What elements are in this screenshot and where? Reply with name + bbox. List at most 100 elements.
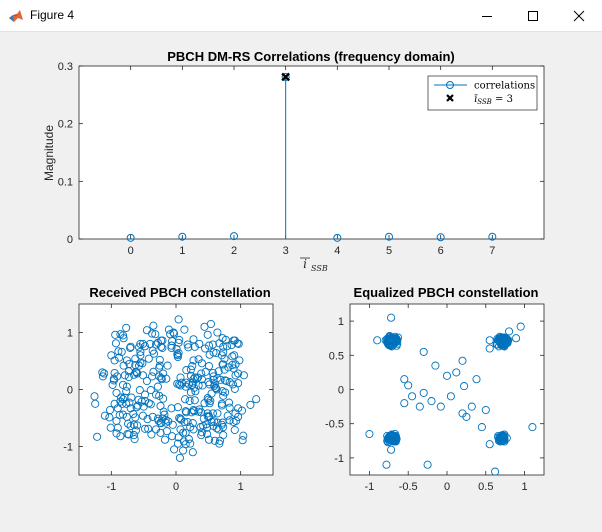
- constellation-point: [100, 411, 109, 420]
- constellation-point: [131, 413, 140, 422]
- x-tick-label: 6: [438, 245, 444, 257]
- matlab-logo-icon: [9, 10, 23, 22]
- constellation-point: [419, 347, 428, 356]
- constellation-point: [239, 371, 248, 380]
- constellation-point: [498, 434, 507, 443]
- constellation-point: [153, 338, 162, 347]
- constellation-point: [126, 342, 135, 351]
- constellation-point: [189, 335, 198, 344]
- constellation-point: [126, 421, 135, 431]
- constellation-point: [431, 361, 440, 370]
- x-tick-label: 0.5: [478, 481, 493, 493]
- constellation-point: [491, 467, 500, 476]
- constellation-point: [223, 411, 232, 420]
- y-tick-label: -0.5: [325, 419, 344, 431]
- x-tick-label: 1: [238, 481, 244, 493]
- constellation-point: [230, 351, 239, 360]
- constellation-point: [135, 386, 144, 395]
- constellation-point: [125, 398, 134, 407]
- legend-marker-icon: [446, 81, 454, 89]
- constellation-point: [183, 340, 192, 349]
- constellation-point: [218, 418, 227, 427]
- constellation-point: [229, 417, 238, 427]
- constellation-point: [192, 374, 201, 383]
- constellation-point: [188, 448, 197, 457]
- constellation-point: [219, 431, 228, 440]
- close-button[interactable]: [556, 0, 602, 31]
- stem-marker: [178, 232, 187, 241]
- constellation-point: [493, 340, 502, 349]
- y-tick-label: 0.1: [58, 176, 73, 188]
- constellation-point: [175, 413, 184, 423]
- constellation-point: [234, 404, 243, 413]
- stem-marker: [126, 233, 135, 242]
- constellation-point: [167, 343, 176, 352]
- constellation-point: [408, 392, 417, 401]
- constellation-point: [365, 429, 374, 439]
- constellation-point: [184, 380, 193, 389]
- svg-text:i: i: [303, 257, 307, 271]
- constellation-point: [223, 342, 232, 351]
- constellation-point: [182, 408, 191, 417]
- minimize-button[interactable]: [464, 0, 510, 31]
- stem-marker: [488, 232, 497, 241]
- x-tick-label: 7: [489, 245, 495, 257]
- constellation-point: [189, 356, 198, 365]
- constellation-point: [206, 396, 215, 405]
- constellation-point: [499, 336, 508, 345]
- constellation-point: [516, 322, 525, 331]
- constellation-point: [485, 440, 494, 449]
- x-tick-label: 0: [128, 245, 134, 257]
- constellation-point: [149, 349, 159, 358]
- constellation-point: [173, 439, 182, 448]
- constellation-point: [176, 381, 185, 390]
- maximize-button[interactable]: [510, 0, 556, 31]
- constellation-point: [133, 421, 142, 430]
- constellation-point: [151, 340, 161, 349]
- constellation-point: [147, 430, 156, 439]
- constellation-point: [188, 380, 197, 389]
- constellation-point: [135, 361, 144, 370]
- constellation-point: [442, 371, 452, 380]
- constellation-point: [122, 323, 131, 332]
- constellation-point: [189, 375, 198, 384]
- x-tick-label: -1: [365, 481, 375, 493]
- x-tick-label: -0.5: [399, 481, 418, 493]
- constellation-point: [252, 395, 261, 404]
- constellation-point: [170, 445, 179, 454]
- window-title: Figure 4: [30, 8, 75, 22]
- constellation-point: [111, 330, 120, 339]
- constellation-point: [230, 336, 239, 345]
- constellation-point: [392, 335, 401, 344]
- y-tick-label: 0: [67, 385, 73, 397]
- constellation-point: [151, 330, 160, 339]
- constellation-point: [181, 407, 190, 416]
- x-tick-label: 1: [522, 481, 528, 493]
- constellation-point: [146, 386, 155, 395]
- constellation-point: [189, 405, 198, 415]
- constellation-point: [131, 426, 140, 435]
- constellation-point: [140, 342, 150, 351]
- constellation-point: [234, 369, 243, 378]
- constellation-point: [190, 342, 199, 351]
- constellation-point: [122, 412, 131, 421]
- constellation-point: [195, 405, 204, 414]
- y-tick-label: 1: [67, 328, 73, 340]
- constellation-point: [209, 348, 218, 357]
- constellation-point: [215, 339, 224, 348]
- constellation-point: [239, 431, 248, 440]
- constellation-point: [225, 403, 234, 412]
- stem-marker: [230, 232, 238, 241]
- constellation-point: [203, 394, 212, 403]
- constellation-point: [202, 429, 212, 439]
- figure-canvas: 0 1 2 3 4 5 6 7 0 0.1 0.2 0.3 PBCH DM-RS Correlatio…: [0, 32, 602, 532]
- constellation-point: [186, 365, 195, 374]
- constellation-point: [155, 361, 164, 370]
- constellation-point: [156, 418, 165, 427]
- constellation-point: [228, 352, 237, 361]
- constellation-point: [188, 362, 197, 371]
- constellation-point: [400, 375, 409, 384]
- x-tick-label: 5: [386, 245, 392, 257]
- constellation-point: [528, 423, 537, 432]
- constellation-point: [423, 460, 432, 469]
